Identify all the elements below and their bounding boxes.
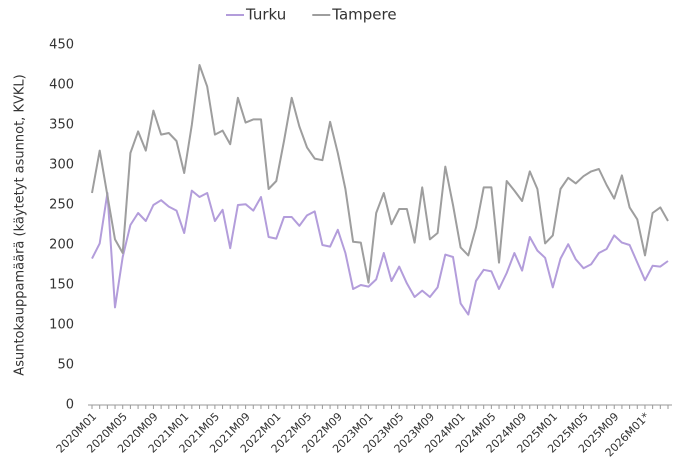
legend-label: Tampere [331, 6, 396, 24]
y-tick-label: 200 [49, 238, 74, 253]
legend-label: Turku [245, 6, 286, 24]
y-tick-label: 150 [49, 278, 74, 293]
y-tick-label: 350 [49, 118, 74, 133]
line-series [91, 189, 669, 316]
legend: Turku Tampere [226, 6, 397, 24]
y-tick-label: 50 [57, 358, 74, 373]
y-tick-label: 250 [49, 198, 74, 213]
y-tick-label: 0 [66, 398, 74, 413]
y-tick-label: 300 [49, 158, 74, 173]
y-axis-label: Asuntokauppamäärä (käytetyt asunnot, KVK… [13, 74, 28, 375]
y-tick-label: 450 [49, 38, 74, 53]
y-tick-label: 100 [49, 318, 74, 333]
y-tick-label: 400 [49, 78, 74, 93]
line-series [91, 64, 669, 284]
